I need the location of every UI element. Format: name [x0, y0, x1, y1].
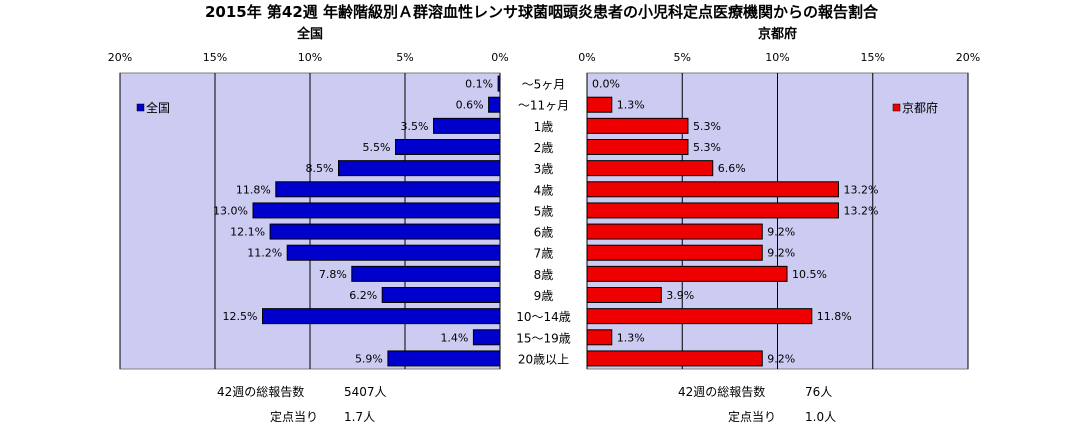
age-category-label: 10～14歳: [516, 310, 571, 324]
kyoto-panel-title: 京都府: [758, 26, 797, 42]
kyoto-data-label: 9.2%: [767, 247, 795, 260]
national-data-label: 12.1%: [230, 226, 265, 239]
kyoto-bar: [586, 96, 613, 113]
age-category-label: 2歳: [534, 141, 554, 155]
kyoto-bar: [586, 244, 763, 261]
kyoto-bar: [586, 117, 689, 134]
age-category-label: 6歳: [534, 226, 554, 240]
kyoto-data-label: 3.9%: [666, 289, 694, 302]
national-total-value: 5407人: [344, 385, 387, 399]
kyoto-x-tick-label: 5%: [674, 51, 691, 64]
age-category-label: 1歳: [534, 120, 554, 134]
kyoto-bar: [586, 160, 714, 177]
national-legend-label: 全国: [146, 100, 170, 115]
kyoto-per-site-value: 1.0人: [805, 410, 837, 424]
national-bar: [338, 160, 501, 177]
age-category-label: 5歳: [534, 204, 554, 218]
kyoto-x-tick-label: 10%: [765, 51, 789, 64]
kyoto-per-site-label: 定点当り: [728, 410, 777, 424]
national-bar: [387, 350, 501, 367]
kyoto-data-label: 5.3%: [693, 141, 721, 154]
kyoto-data-label: 9.2%: [767, 352, 795, 365]
national-per-site-label: 定点当り: [270, 410, 319, 424]
national-data-label: 0.1%: [465, 78, 493, 91]
kyoto-x-tick-label: 15%: [861, 51, 885, 64]
national-total-label: 42週の総報告数: [217, 385, 305, 399]
kyoto-data-label: 0.0%: [592, 78, 620, 91]
kyoto-data-label: 1.3%: [617, 99, 645, 112]
national-x-tick-label: 15%: [203, 51, 227, 64]
kyoto-data-label: 11.8%: [817, 310, 852, 323]
national-bar: [286, 244, 501, 261]
national-bar: [275, 181, 501, 198]
national-bar: [488, 96, 501, 113]
kyoto-data-label: 13.2%: [843, 204, 878, 217]
national-bar: [497, 75, 501, 92]
kyoto-legend-swatch: [892, 103, 901, 112]
national-x-tick-label: 5%: [396, 51, 413, 64]
kyoto-bar: [586, 202, 839, 219]
national-bar: [252, 202, 501, 219]
kyoto-bar: [586, 265, 788, 282]
kyoto-x-tick-label: 0%: [578, 51, 595, 64]
national-data-label: 6.2%: [349, 289, 377, 302]
national-bar: [395, 139, 501, 155]
national-x-tick-label: 10%: [298, 51, 322, 64]
kyoto-bar: [586, 139, 689, 155]
kyoto-data-label: 6.6%: [718, 162, 746, 175]
kyoto-total-value: 76人: [805, 385, 833, 399]
kyoto-bar: [586, 287, 662, 303]
chart-title: 2015年 第42週 年齢階級別Ａ群溶血性レンサ球菌咽頭炎患者の小児科定点医療機…: [205, 3, 879, 21]
kyoto-data-label: 13.2%: [843, 183, 878, 196]
kyoto-x-tick-label: 20%: [956, 51, 980, 64]
kyoto-total-label: 42週の総報告数: [678, 385, 766, 399]
national-bar: [351, 265, 501, 282]
kyoto-data-label: 5.3%: [693, 120, 721, 133]
kyoto-data-label: 9.2%: [767, 226, 795, 239]
kyoto-legend-label: 京都府: [902, 100, 938, 115]
national-bar: [269, 223, 501, 240]
age-category-label: 8歳: [534, 268, 554, 282]
national-data-label: 13.0%: [213, 204, 248, 217]
national-x-tick-label: 20%: [108, 51, 132, 64]
national-data-label: 3.5%: [401, 120, 429, 133]
age-category-label: 3歳: [534, 162, 554, 176]
age-category-label: ～5ヶ月: [522, 78, 566, 92]
kyoto-bar: [586, 181, 839, 198]
age-category-label: 20歳以上: [518, 352, 569, 366]
national-data-label: 7.8%: [319, 268, 347, 281]
age-category-label: 4歳: [534, 183, 554, 197]
kyoto-data-label: 10.5%: [792, 268, 827, 281]
kyoto-data-label: 1.3%: [617, 331, 645, 344]
national-per-site-value: 1.7人: [344, 410, 376, 424]
age-category-label: 15～19歳: [516, 331, 571, 345]
age-category-label: 7歳: [534, 247, 554, 261]
national-bar: [381, 287, 501, 303]
national-x-tick-label: 0%: [491, 51, 508, 64]
national-data-label: 5.5%: [363, 141, 391, 154]
national-data-label: 0.6%: [456, 99, 484, 112]
national-bar: [262, 308, 501, 325]
national-data-label: 12.5%: [223, 310, 258, 323]
national-data-label: 11.8%: [236, 183, 271, 196]
national-bar: [472, 329, 501, 346]
age-category-label: 9歳: [534, 289, 554, 303]
national-bar: [433, 117, 501, 134]
kyoto-bar: [586, 329, 613, 346]
kyoto-bar: [586, 308, 813, 325]
national-data-label: 11.2%: [247, 247, 282, 260]
national-data-label: 5.9%: [355, 352, 383, 365]
national-panel-title: 全国: [296, 26, 323, 42]
kyoto-bar: [586, 350, 763, 367]
national-data-label: 8.5%: [306, 162, 334, 175]
national-data-label: 1.4%: [440, 331, 468, 344]
kyoto-bar: [586, 223, 763, 240]
national-legend-swatch: [136, 103, 145, 112]
age-category-label: ～11ヶ月: [518, 99, 569, 113]
